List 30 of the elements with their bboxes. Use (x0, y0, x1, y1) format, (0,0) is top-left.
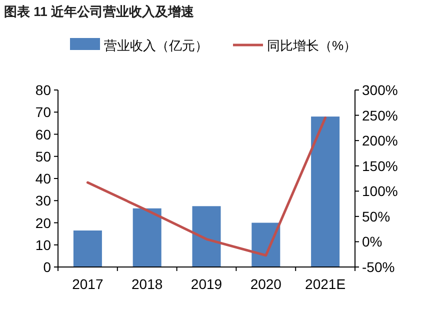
y-tick-label: 80 (35, 82, 52, 98)
y2-tick-label: 150% (362, 158, 398, 174)
bar (192, 206, 221, 267)
x-tick-label: 2017 (72, 276, 104, 292)
bar (73, 230, 102, 267)
x-tick-label: 2021E (305, 276, 346, 292)
y2-tick-label: 0% (362, 234, 382, 250)
y-tick-label: 50 (35, 148, 52, 164)
chart-title: 图表 11 近年公司营业收入及增速 (4, 4, 195, 19)
y2-tick-label: 250% (362, 107, 398, 124)
line-series (86, 116, 327, 257)
y-tick-label: 40 (35, 170, 52, 186)
legend-label: 营业收入（亿元） (104, 38, 208, 53)
x-tick-label: 2020 (250, 276, 282, 292)
y2-tick-label: 100% (362, 183, 398, 200)
y2-tick-label: -50% (362, 259, 395, 275)
y2-tick-label: 300% (362, 82, 398, 98)
y-tick-label: 0 (43, 259, 52, 275)
x-tick-label: 2018 (132, 276, 163, 292)
y-tick-label: 30 (35, 192, 52, 209)
y-tick-label: 20 (35, 214, 52, 231)
y-tick-label: 70 (35, 104, 52, 120)
legend-label: 同比增长（%） (267, 38, 357, 53)
bar (132, 208, 162, 267)
x-tick-label: 2019 (190, 276, 222, 292)
y-tick-label: 60 (35, 126, 52, 142)
y2-tick-label: 200% (362, 132, 398, 149)
y-tick-label: 10 (35, 236, 52, 253)
bar (311, 116, 340, 267)
y2-tick-label: 50% (362, 208, 390, 224)
